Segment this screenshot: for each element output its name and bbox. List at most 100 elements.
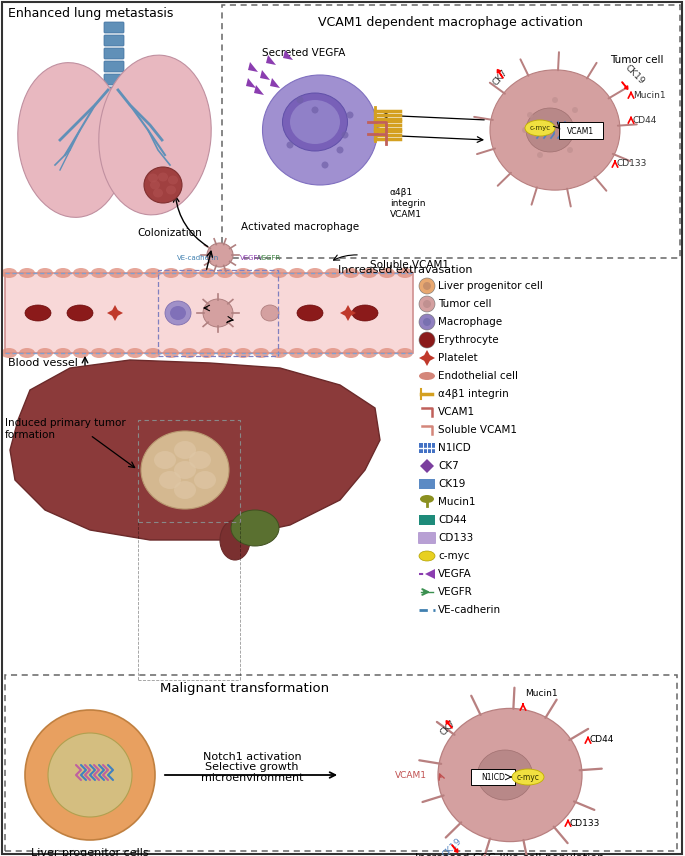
Ellipse shape [477,750,532,800]
Ellipse shape [19,268,35,278]
Text: VEGFR: VEGFR [258,255,282,261]
Polygon shape [254,85,264,95]
FancyBboxPatch shape [104,100,124,111]
Ellipse shape [199,348,215,358]
Polygon shape [266,55,276,65]
FancyArrow shape [622,82,628,89]
Text: Liver progenitor cell: Liver progenitor cell [438,281,543,291]
FancyArrow shape [497,69,503,78]
Polygon shape [270,78,280,88]
Ellipse shape [203,299,233,327]
Text: VCAM1: VCAM1 [438,407,475,417]
Ellipse shape [289,348,305,358]
Text: Notch1 activation: Notch1 activation [203,752,301,762]
Ellipse shape [127,348,143,358]
Ellipse shape [55,348,71,358]
Circle shape [567,147,573,153]
FancyBboxPatch shape [104,48,124,59]
Ellipse shape [379,268,395,278]
FancyBboxPatch shape [104,22,124,33]
Ellipse shape [127,268,143,278]
Ellipse shape [153,188,163,198]
FancyBboxPatch shape [5,273,413,353]
Ellipse shape [343,348,359,358]
Ellipse shape [261,305,279,321]
Circle shape [347,111,353,118]
Ellipse shape [419,372,435,380]
FancyBboxPatch shape [419,515,435,525]
Circle shape [552,97,558,103]
Ellipse shape [512,769,544,785]
Text: VCAM1 dependent macrophage activation: VCAM1 dependent macrophage activation [318,16,582,29]
Text: c-myc: c-myc [438,551,469,561]
Circle shape [419,314,435,330]
Text: α4β1 integrin: α4β1 integrin [438,389,509,399]
Text: CK7: CK7 [491,68,509,87]
Text: Secreted VEGFA: Secreted VEGFA [262,48,345,58]
Ellipse shape [1,268,17,278]
Ellipse shape [490,70,620,190]
Ellipse shape [109,268,125,278]
Ellipse shape [159,471,181,489]
Polygon shape [340,305,356,321]
Ellipse shape [18,62,126,217]
Polygon shape [10,360,380,540]
Ellipse shape [217,268,233,278]
FancyBboxPatch shape [104,74,124,85]
Text: VE-cadherin: VE-cadherin [177,255,219,261]
Ellipse shape [91,348,107,358]
Ellipse shape [158,173,168,181]
FancyBboxPatch shape [419,479,435,489]
Text: CK19: CK19 [438,479,465,489]
Text: CD44: CD44 [590,735,614,745]
Ellipse shape [262,75,377,185]
Text: c-myc: c-myc [516,772,539,782]
Circle shape [48,733,132,817]
Ellipse shape [420,495,434,503]
FancyBboxPatch shape [104,87,124,98]
Polygon shape [246,78,256,88]
Ellipse shape [307,268,323,278]
FancyBboxPatch shape [104,113,124,124]
Ellipse shape [99,55,211,215]
Ellipse shape [148,174,158,182]
Text: Soluble VCAM1: Soluble VCAM1 [438,425,517,435]
Text: CK19: CK19 [623,63,646,86]
Ellipse shape [73,348,89,358]
Ellipse shape [25,305,51,321]
Ellipse shape [325,348,341,358]
Ellipse shape [163,268,179,278]
FancyBboxPatch shape [471,769,515,785]
Text: Mucin1: Mucin1 [438,497,475,507]
Ellipse shape [73,268,89,278]
Ellipse shape [145,268,161,278]
Circle shape [522,127,528,133]
Ellipse shape [150,181,160,189]
Ellipse shape [37,348,53,358]
Ellipse shape [253,348,269,358]
Ellipse shape [325,268,341,278]
Circle shape [582,127,588,133]
Circle shape [336,146,343,153]
Ellipse shape [526,108,574,152]
Text: VEGFA: VEGFA [240,255,262,261]
Circle shape [419,278,435,294]
Ellipse shape [174,441,196,459]
Text: VE-cadherin: VE-cadherin [438,605,501,615]
Text: Malignant transformation: Malignant transformation [160,682,329,695]
Ellipse shape [154,451,176,469]
Ellipse shape [220,520,250,560]
Ellipse shape [144,167,182,203]
FancyBboxPatch shape [418,532,436,544]
Text: Increased CSC-like cell population: Increased CSC-like cell population [415,853,605,856]
Ellipse shape [19,348,35,358]
Text: Tumor cell: Tumor cell [438,299,492,309]
Text: CK7: CK7 [438,461,459,471]
Text: CD44: CD44 [438,515,466,525]
Text: CD133: CD133 [617,158,647,168]
Ellipse shape [217,348,233,358]
Text: CK19: CK19 [440,836,464,856]
Circle shape [25,710,155,840]
Circle shape [419,296,435,312]
Ellipse shape [268,132,288,157]
